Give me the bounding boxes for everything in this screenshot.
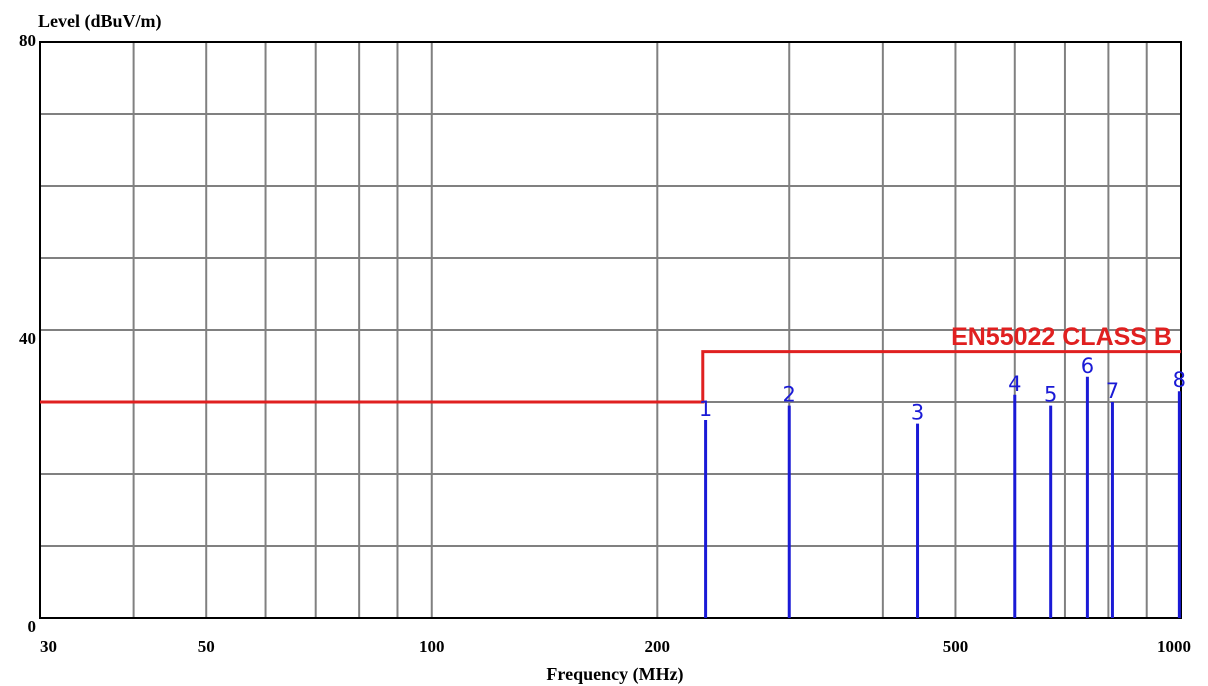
peak-label-7: 7 — [1106, 379, 1119, 403]
peak-label-3: 3 — [911, 401, 924, 425]
peak-markers: 1 2 3 4 567 8 — [699, 354, 1186, 618]
peak-label-6: 6 — [1081, 354, 1094, 378]
x-tick-label: 500 — [943, 637, 969, 656]
y-tick-label: 80 — [19, 31, 36, 50]
x-tick-label: 50 — [198, 637, 215, 656]
y-axis-label: Level (dBuV/m) — [38, 11, 162, 32]
limit-line-label: EN55022 CLASS B — [951, 323, 1172, 351]
y-tick-label: 0 — [28, 617, 37, 636]
peak-label-4: 4 — [1008, 372, 1021, 396]
peak-label-8: 8 — [1173, 368, 1186, 392]
x-tick-label: 1000 — [1157, 637, 1191, 656]
y-tick-label: 40 — [19, 329, 36, 348]
limit-line-group — [40, 350, 1181, 404]
x-tick-label: 100 — [419, 637, 445, 656]
peak-label-5: 5 — [1044, 383, 1057, 407]
plot-frame — [39, 41, 1182, 619]
limit-line — [40, 350, 1181, 404]
x-axis-label: Frequency (MHz) — [546, 664, 683, 685]
peak-label-1: 1 — [699, 397, 712, 421]
x-tick-label: 30 — [40, 637, 57, 656]
x-tick-label: 200 — [645, 637, 671, 656]
peak-label-2: 2 — [783, 383, 796, 407]
axis-ticks: 30 50 100 200 500 1000 0 40 80 — [19, 31, 1191, 656]
